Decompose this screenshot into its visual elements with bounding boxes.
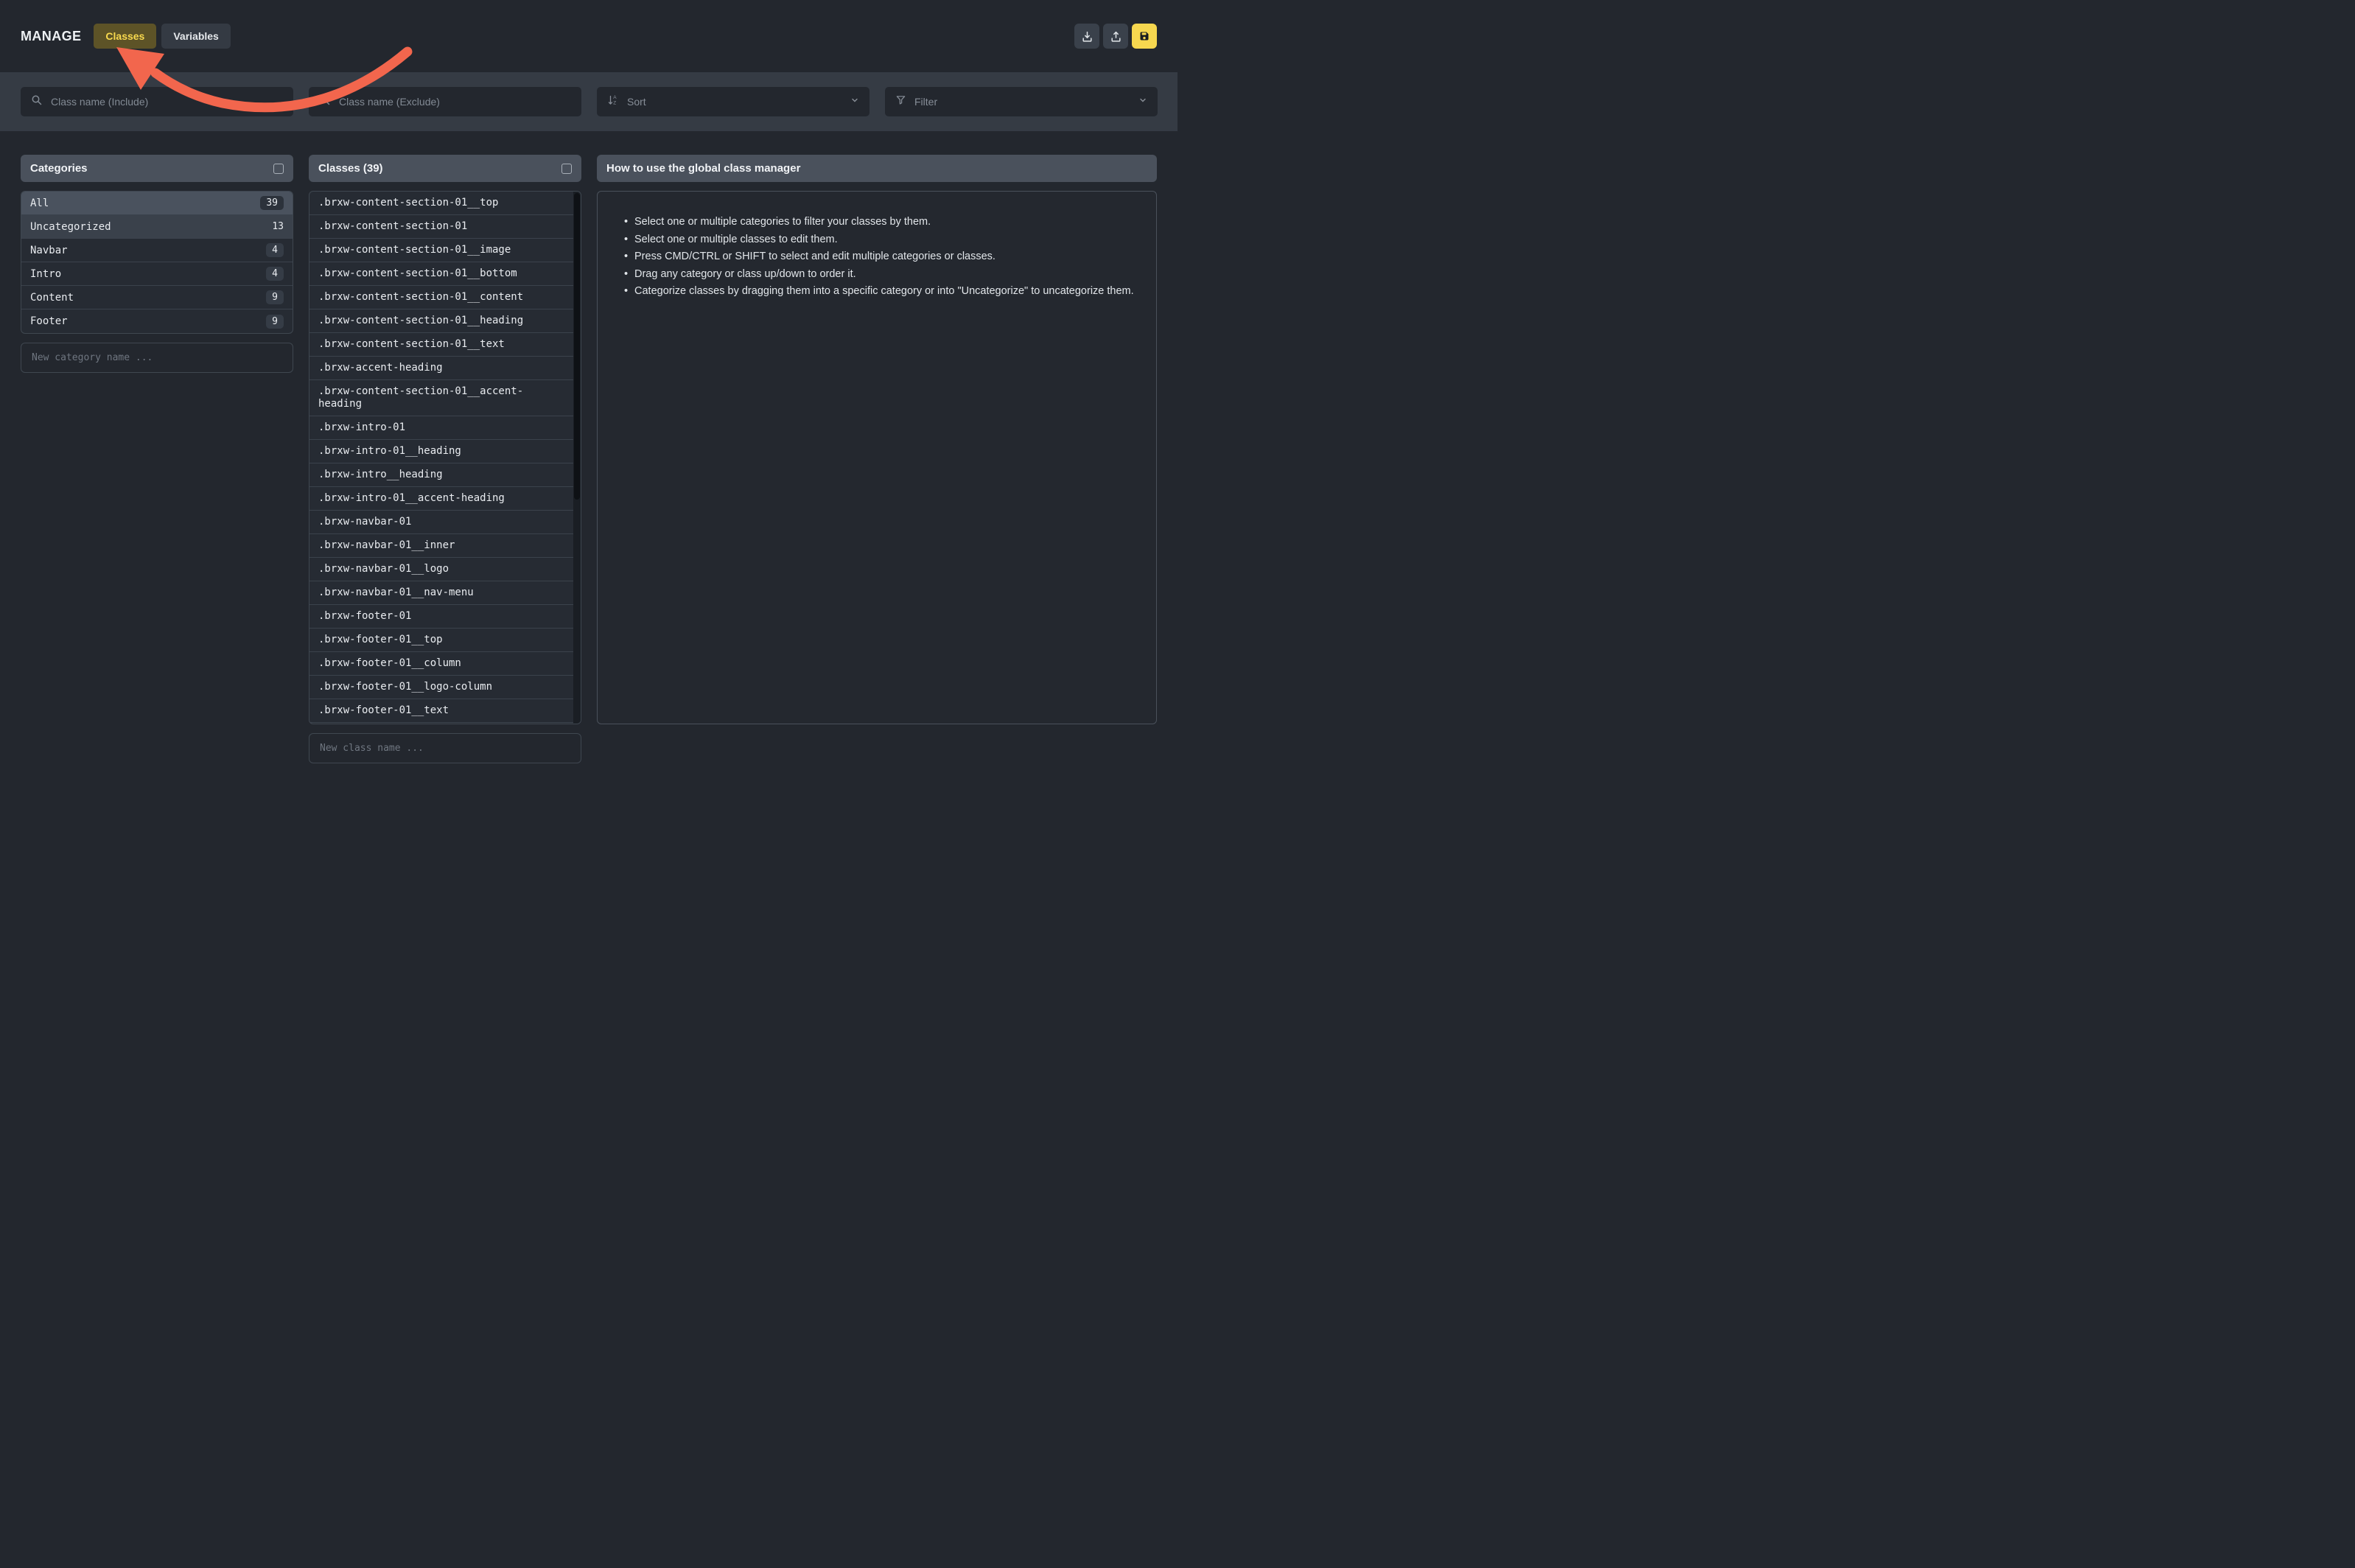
categories-list: All 39 Uncategorized 13 Navbar 4 Intro 4 Content… xyxy=(21,191,293,334)
class-row[interactable]: .brxw-content-section-01__bottom xyxy=(309,262,573,286)
main-content: Categories All 39 Uncategorized 13 Navbar 4 In… xyxy=(0,131,1178,763)
category-row[interactable]: Intro 4 xyxy=(21,262,293,286)
topbar: MANAGE Classes Variables xyxy=(0,0,1178,72)
download-icon xyxy=(1081,30,1093,43)
tab-variables[interactable]: Variables xyxy=(161,24,231,49)
class-row[interactable]: .brxw-navbar-01__inner xyxy=(309,534,573,558)
category-count-badge: 9 xyxy=(266,290,284,304)
categories-title: Categories xyxy=(30,162,88,175)
class-row[interactable]: .brxw-content-section-01__content xyxy=(309,286,573,309)
class-row[interactable]: .brxw-intro-01__accent-heading xyxy=(309,487,573,511)
help-panel: How to use the global class manager Sele… xyxy=(597,155,1157,763)
class-row[interactable]: .brxw-footer-01__logo-column xyxy=(309,676,573,699)
class-row[interactable]: .brxw-content-section-01__heading xyxy=(309,309,573,333)
save-icon xyxy=(1138,30,1150,42)
category-row[interactable]: Footer 9 xyxy=(21,309,293,333)
help-panel-header: How to use the global class manager xyxy=(597,155,1157,182)
class-row[interactable]: .brxw-footer-01__column xyxy=(309,652,573,676)
page-title: MANAGE xyxy=(21,28,82,43)
help-item: Drag any category or class up/down to or… xyxy=(624,266,1134,284)
sort-label: Sort xyxy=(627,96,646,108)
class-row[interactable]: .brxw-footer-01__top xyxy=(309,629,573,652)
category-row[interactable]: Navbar 4 xyxy=(21,239,293,262)
category-count-badge: 4 xyxy=(266,243,284,257)
classes-list-container: .brxw-content-section-01__top .brxw-conte… xyxy=(309,191,581,724)
classes-title: Classes (39) xyxy=(318,162,383,175)
include-search-input[interactable] xyxy=(51,96,283,108)
category-label: Uncategorized xyxy=(30,220,111,233)
class-row[interactable]: .brxw-intro__heading xyxy=(309,463,573,487)
tab-classes[interactable]: Classes xyxy=(94,24,157,49)
class-row[interactable]: .brxw-footer-01 xyxy=(309,605,573,629)
upload-icon xyxy=(1110,30,1122,43)
class-row[interactable]: .brxw-intro-01__heading xyxy=(309,440,573,463)
help-body: Select one or multiple categories to fil… xyxy=(597,191,1157,724)
topbar-actions xyxy=(1074,24,1157,49)
sort-az-icon: A Z xyxy=(607,94,619,110)
category-row[interactable]: Content 9 xyxy=(21,286,293,309)
filter-label: Filter xyxy=(914,96,938,108)
help-item: Select one or multiple categories to fil… xyxy=(624,214,1134,231)
category-label: Intro xyxy=(30,267,62,280)
category-row[interactable]: All 39 xyxy=(21,192,293,215)
class-row[interactable]: .brxw-intro-01 xyxy=(309,416,573,440)
help-item: Select one or multiple classes to edit t… xyxy=(624,231,1134,249)
help-list: Select one or multiple categories to fil… xyxy=(624,214,1134,301)
class-row[interactable]: .brxw-footer-01__text xyxy=(309,699,573,723)
new-class-input[interactable] xyxy=(309,733,581,763)
search-icon xyxy=(31,94,43,110)
class-row[interactable]: .brxw-content-section-01__top xyxy=(309,192,573,215)
classes-scrollbar-thumb[interactable] xyxy=(574,193,580,500)
classes-panel: Classes (39) .brxw-content-section-01__t… xyxy=(309,155,581,763)
class-row[interactable]: .brxw-content-section-01__image xyxy=(309,239,573,262)
classes-scrollbar-track[interactable] xyxy=(573,192,581,724)
help-title: How to use the global class manager xyxy=(606,162,801,175)
funnel-icon xyxy=(895,94,906,109)
svg-text:Z: Z xyxy=(613,100,616,105)
category-count-badge: 13 xyxy=(272,221,284,232)
classes-list: .brxw-content-section-01__top .brxw-conte… xyxy=(309,192,573,723)
category-count-badge: 4 xyxy=(266,267,284,281)
class-row[interactable]: .brxw-accent-heading xyxy=(309,357,573,380)
categories-panel: Categories All 39 Uncategorized 13 Navbar 4 In… xyxy=(21,155,293,763)
categories-panel-header: Categories xyxy=(21,155,293,182)
class-row[interactable]: .brxw-navbar-01__logo xyxy=(309,558,573,581)
chevron-down-icon xyxy=(1138,95,1147,108)
include-search-field xyxy=(21,87,293,116)
save-button[interactable] xyxy=(1132,24,1157,49)
category-count-badge: 39 xyxy=(260,196,284,210)
category-label: Navbar xyxy=(30,244,68,256)
select-all-classes-checkbox[interactable] xyxy=(561,163,572,174)
category-label: Footer xyxy=(30,315,68,327)
upload-button[interactable] xyxy=(1103,24,1128,49)
new-category-input[interactable] xyxy=(21,343,293,373)
category-row[interactable]: Uncategorized 13 xyxy=(21,215,293,239)
category-label: All xyxy=(30,197,49,209)
help-item: Press CMD/CTRL or SHIFT to select and ed… xyxy=(624,248,1134,266)
class-row[interactable]: .brxw-content-section-01__accent-heading xyxy=(309,380,573,416)
category-label: Content xyxy=(30,291,74,304)
svg-text:A: A xyxy=(613,95,617,100)
class-row[interactable]: .brxw-navbar-01 xyxy=(309,511,573,534)
exclude-search-field xyxy=(309,87,581,116)
classes-panel-header: Classes (39) xyxy=(309,155,581,182)
help-item: Categorize classes by dragging them into… xyxy=(624,283,1134,301)
select-all-categories-checkbox[interactable] xyxy=(273,163,284,174)
manage-tabs: Classes Variables xyxy=(94,24,231,49)
class-row[interactable]: .brxw-navbar-01__nav-menu xyxy=(309,581,573,605)
category-count-badge: 9 xyxy=(266,314,284,329)
download-button[interactable] xyxy=(1074,24,1099,49)
exclude-search-input[interactable] xyxy=(339,96,571,108)
filter-select[interactable]: Filter xyxy=(885,87,1158,116)
sort-select[interactable]: A Z Sort xyxy=(597,87,869,116)
class-row[interactable]: .brxw-content-section-01__text xyxy=(309,333,573,357)
search-icon xyxy=(319,94,331,110)
filter-band: A Z Sort Filter xyxy=(0,72,1178,131)
chevron-down-icon xyxy=(850,95,859,108)
class-row[interactable]: .brxw-content-section-01 xyxy=(309,215,573,239)
